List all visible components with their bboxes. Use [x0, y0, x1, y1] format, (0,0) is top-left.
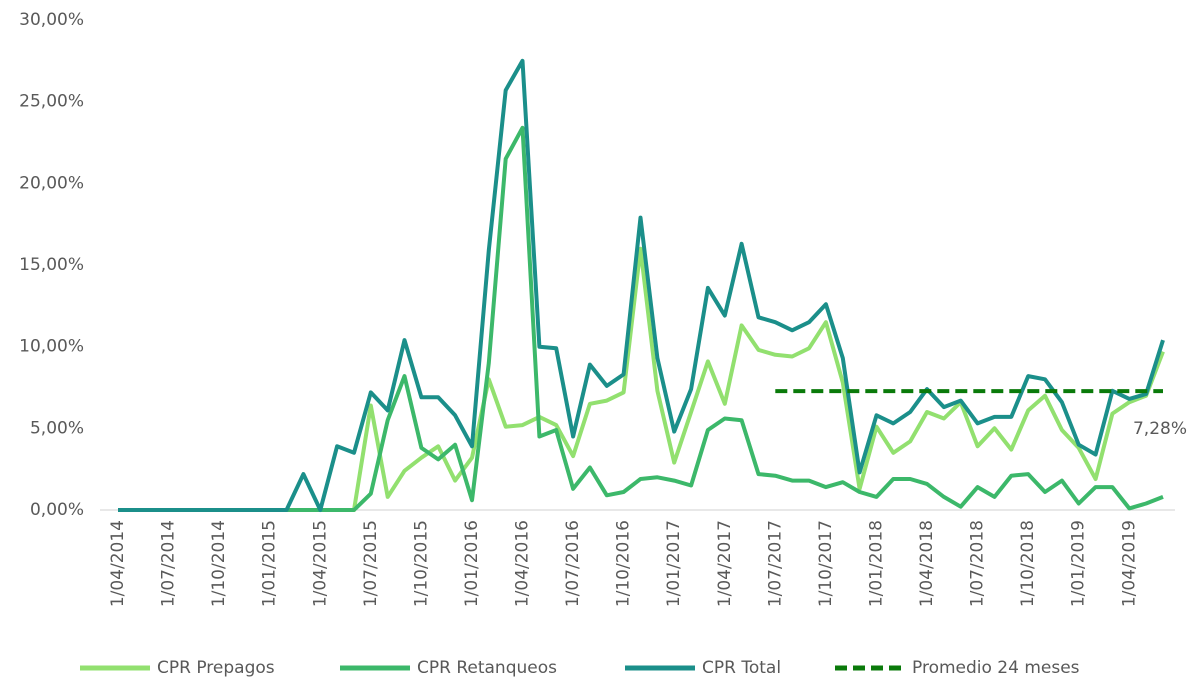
y-tick-label: 20,00%	[19, 173, 84, 193]
x-tick-label: 1/01/2017	[664, 520, 684, 607]
legend-label: CPR Retanqueos	[417, 658, 557, 678]
x-tick-label: 1/07/2018	[968, 520, 988, 607]
legend-label: Promedio 24 meses	[912, 658, 1080, 678]
x-tick-label: 1/07/2015	[361, 520, 381, 607]
x-tick-label: 1/01/2019	[1069, 520, 1089, 607]
x-tick-label: 1/07/2014	[159, 520, 179, 607]
x-tick-label: 1/04/2019	[1119, 520, 1139, 607]
x-tick-label: 1/04/2018	[917, 520, 937, 607]
x-tick-label: 1/01/2016	[462, 520, 482, 607]
legend-label: CPR Prepagos	[157, 658, 275, 678]
x-tick-label: 1/04/2016	[513, 520, 533, 607]
y-tick-label: 5,00%	[30, 418, 84, 438]
y-tick-label: 0,00%	[30, 500, 84, 520]
x-tick-label: 1/10/2014	[209, 520, 229, 607]
x-tick-label: 1/10/2016	[614, 520, 634, 607]
data-label: 7,28%	[1133, 419, 1187, 439]
x-tick-label: 1/10/2015	[411, 520, 431, 607]
series-line	[118, 246, 1165, 512]
y-tick-label: 30,00%	[19, 10, 84, 30]
y-tick-label: 25,00%	[19, 92, 84, 112]
x-tick-label: 1/04/2017	[715, 520, 735, 607]
x-tick-label: 1/04/2014	[108, 520, 128, 607]
legend-label: CPR Total	[702, 658, 781, 678]
x-tick-label: 1/07/2017	[765, 520, 785, 607]
x-tick-label: 1/10/2018	[1018, 520, 1038, 607]
y-tick-label: 10,00%	[19, 337, 84, 357]
series-line	[118, 58, 1165, 512]
x-tick-label: 1/01/2015	[260, 520, 280, 607]
series-line	[118, 125, 1164, 512]
x-tick-label: 1/01/2018	[866, 520, 886, 607]
y-tick-label: 15,00%	[19, 255, 84, 275]
x-tick-label: 1/04/2015	[310, 520, 330, 607]
x-tick-label: 1/10/2017	[816, 520, 836, 607]
x-tick-label: 1/07/2016	[563, 520, 583, 607]
